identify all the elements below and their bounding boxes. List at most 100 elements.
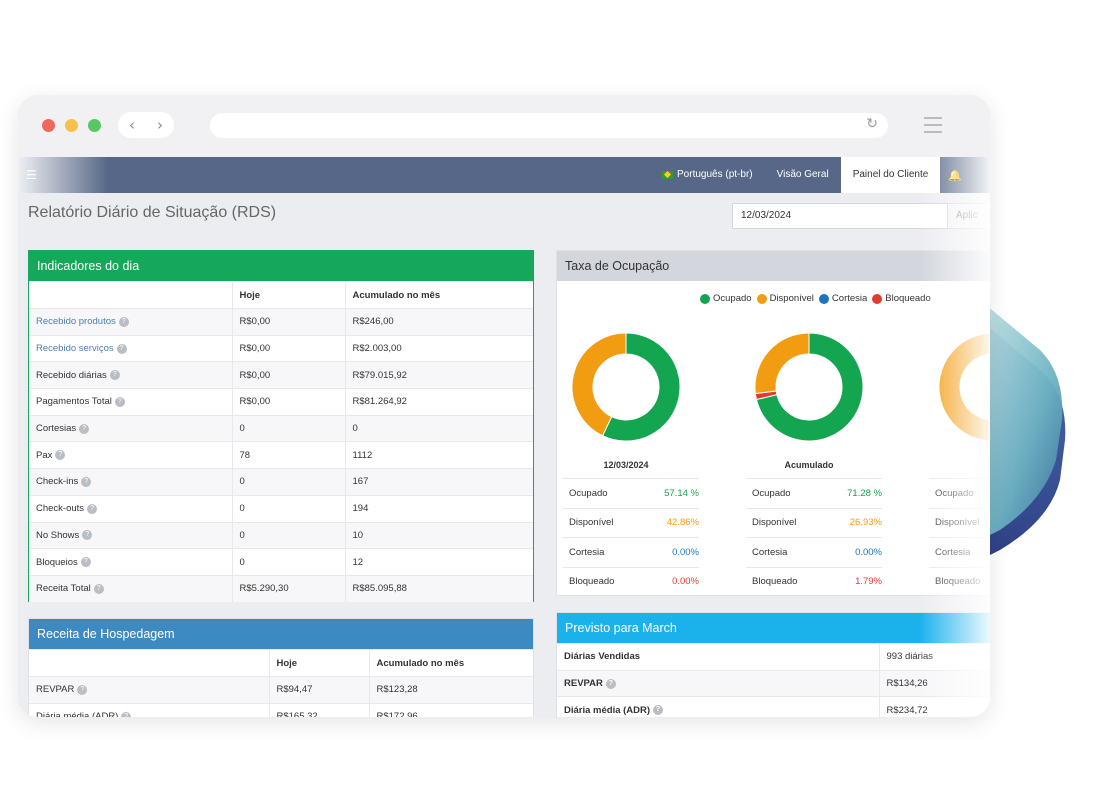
legend-swatch — [700, 293, 710, 304]
indicator-label: Cortesias — [36, 423, 77, 435]
indicator-month-value: 0 — [345, 414, 533, 442]
occupancy-key: Ocupado — [569, 487, 608, 499]
occupancy-breakdown: Ocupado Disponível Cortesia Bloqueado — [929, 478, 990, 596]
help-icon[interactable]: ? — [121, 711, 132, 717]
list-item: Ocupado — [929, 478, 990, 508]
table-row: Receita Total? R$5.290,30 R$85.095,88 — [29, 574, 533, 603]
occupancy-value: 57.14 % — [664, 487, 699, 499]
indicator-label[interactable]: Recebido produtos — [36, 316, 116, 328]
forecast-panel: Previsto para March Diárias Vendidas 993 … — [556, 612, 990, 717]
donut-slice-disponivel[interactable] — [571, 332, 627, 437]
occupancy-breakdown: Ocupado 57.14 % Disponível 42.86% Cortesia 0.… — [563, 478, 699, 596]
table-row: Diária média (ADR)? R$165,32 R$172,96 — [29, 702, 533, 717]
help-icon[interactable]: ? — [118, 316, 129, 327]
help-icon[interactable]: ? — [77, 684, 88, 695]
help-icon[interactable]: ? — [109, 370, 120, 381]
legend-item[interactable]: Ocupado — [700, 293, 752, 304]
forecast-title: Previsto para March — [557, 613, 990, 643]
lodging-label: Diária média (ADR) — [36, 711, 119, 717]
browser-chrome: ‹ › ↻ — [18, 95, 990, 157]
occupancy-key: Bloqueado — [569, 576, 615, 588]
legend-item[interactable]: Disponível — [756, 293, 814, 304]
indicator-today-value: 0 — [232, 414, 346, 442]
brazil-flag-icon — [662, 171, 674, 179]
forecast-label: Diárias Vendidas — [564, 651, 641, 663]
indicator-month-value: 10 — [345, 521, 533, 549]
nav-overview[interactable]: Visão Geral — [776, 169, 829, 180]
nav-client-panel[interactable]: Painel do Cliente — [840, 157, 941, 193]
indicator-label: Bloqueios — [36, 556, 78, 568]
maximize-window-dot[interactable] — [88, 119, 101, 132]
help-icon[interactable]: ? — [605, 678, 616, 689]
help-icon[interactable]: ? — [93, 583, 104, 594]
list-item: Cortesia 0.00% — [563, 537, 699, 567]
occupancy-value: 1.79% — [855, 576, 882, 588]
indicator-month-value: 167 — [345, 468, 533, 496]
forecast-value: 993 diárias — [879, 643, 990, 671]
help-icon[interactable]: ? — [81, 476, 92, 487]
address-bar[interactable]: ↻ — [210, 113, 888, 138]
help-icon[interactable]: ? — [80, 557, 91, 568]
indicator-today-value: 0 — [232, 548, 346, 576]
back-arrow-icon[interactable]: ‹ — [129, 116, 135, 134]
minimize-window-dot[interactable] — [65, 119, 78, 132]
help-icon[interactable]: ? — [87, 503, 98, 514]
browser-nav-buttons: ‹ › — [118, 112, 174, 138]
forecast-table: Diárias Vendidas 993 diárias REVPAR? R$134,… — [557, 643, 990, 717]
forward-arrow-icon[interactable]: › — [157, 116, 163, 134]
help-icon[interactable]: ? — [79, 423, 90, 434]
lodging-header-today: Hoje — [269, 649, 370, 677]
donut-label: Acumulado — [784, 460, 834, 470]
date-input[interactable]: 12/03/2024 — [732, 203, 948, 229]
occupancy-legend: Ocupado Disponível Cortesia Bloqueado — [700, 293, 936, 304]
occupancy-value: 71.28 % — [847, 487, 882, 499]
help-icon[interactable]: ? — [116, 343, 127, 354]
top-navbar: ☰ Português (pt-br) Visão Geral Painel d… — [18, 157, 990, 193]
list-item: Ocupado 57.14 % — [563, 478, 699, 508]
indicators-panel: Indicadores do dia Hoje Acumulado no mês… — [28, 250, 534, 603]
indicator-today-value: 0 — [232, 521, 346, 549]
legend-swatch — [756, 293, 767, 304]
table-row: Pax? 78 1112 — [29, 441, 533, 469]
table-row: Bloqueios? 0 12 — [29, 548, 533, 576]
occupancy-key: Ocupado — [935, 487, 974, 499]
indicator-label: Pagamentos Total — [36, 396, 112, 408]
indicator-today-value: R$5.290,30 — [232, 574, 346, 603]
donut-slice-ocupado[interactable] — [755, 332, 864, 442]
table-row: REVPAR? R$94,47 R$123,28 — [29, 676, 533, 704]
language-selector[interactable]: Português (pt-br) — [650, 157, 765, 193]
close-window-dot[interactable] — [42, 119, 55, 132]
occupancy-key: Ocupado — [752, 487, 791, 499]
bell-icon[interactable]: 🔔 — [948, 168, 962, 182]
help-icon[interactable]: ? — [653, 705, 664, 716]
table-row: Check-ins? 0 167 — [29, 468, 533, 496]
indicator-month-value: R$79.015,92 — [345, 361, 533, 389]
help-icon[interactable]: ? — [114, 396, 125, 407]
hamburger-icon[interactable]: ☰ — [26, 168, 37, 182]
browser-menu-icon[interactable] — [924, 117, 942, 138]
legend-item[interactable]: Cortesia — [818, 293, 867, 304]
help-icon[interactable]: ? — [82, 530, 93, 541]
donut-slice-ocupado[interactable] — [601, 332, 681, 442]
donut-slice-disponivel[interactable] — [754, 332, 810, 395]
page-title: Relatório Diário de Situação (RDS) — [28, 204, 277, 221]
indicator-today-value: 0 — [232, 468, 346, 496]
indicator-today-value: R$0,00 — [232, 361, 346, 389]
indicators-header-today: Hoje — [232, 281, 346, 309]
occupancy-donuts — [571, 332, 990, 442]
reload-icon[interactable]: ↻ — [866, 116, 878, 132]
indicator-label: No Shows — [36, 529, 80, 541]
lodging-revenue-panel: Receita de Hospedagem Hoje Acumulado no … — [28, 618, 534, 717]
legend-item[interactable]: Bloqueado — [872, 293, 931, 304]
table-row: Recebido serviços? R$0,00 R$2.003,00 — [29, 334, 533, 362]
apply-button[interactable]: Aplic — [947, 203, 990, 229]
indicator-label: Pax — [36, 449, 53, 461]
lodging-month-value: R$172,96 — [369, 702, 533, 717]
help-icon[interactable]: ? — [55, 450, 66, 461]
occupancy-key: Disponível — [935, 517, 980, 529]
lodging-month-value: R$123,28 — [369, 676, 533, 704]
indicator-label[interactable]: Recebido serviços — [36, 343, 114, 355]
table-row: Pagamentos Total? R$0,00 R$81.264,92 — [29, 388, 533, 416]
indicator-label: Receita Total — [36, 583, 91, 595]
donut-slice-disponivel[interactable] — [938, 332, 990, 442]
